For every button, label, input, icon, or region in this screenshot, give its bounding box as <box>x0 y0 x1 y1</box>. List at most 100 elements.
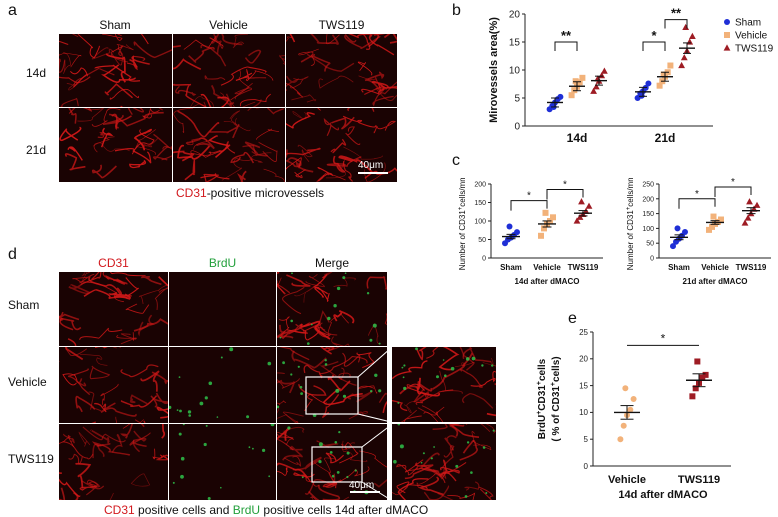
y-axis-title-part: Number of CD31 <box>626 210 635 271</box>
vessel-stroke <box>396 464 419 476</box>
vessel-stroke <box>283 455 302 467</box>
data-point <box>572 78 579 85</box>
vessel-stroke <box>68 108 93 114</box>
brdu-dot <box>172 481 175 484</box>
vessel-stroke <box>59 54 66 73</box>
x-axis-title: 14d after dMACO <box>515 277 580 286</box>
brdu-dot <box>220 486 222 489</box>
panel-a-caption: CD31-positive microvessels <box>176 186 324 200</box>
vessel-stroke <box>129 394 148 405</box>
vessel-stroke <box>462 347 492 363</box>
significance-label: * <box>695 189 699 200</box>
x-category-label: Vehicle <box>608 474 646 486</box>
vessel-stroke <box>282 411 304 423</box>
panel-a-column-tws119: TWS119 <box>318 18 365 32</box>
vessel-stroke <box>75 395 95 413</box>
vessel-stroke <box>368 34 395 56</box>
data-point <box>699 374 706 381</box>
vessel-stroke <box>263 168 285 182</box>
brdu-dot <box>268 475 271 478</box>
vessel-stroke <box>79 327 123 341</box>
vessel-stroke <box>364 71 385 94</box>
brdu-dot <box>180 474 184 479</box>
y-tick-label: 0 <box>514 122 520 133</box>
legend-label: Sham <box>735 18 761 29</box>
vessel-stroke <box>342 160 354 182</box>
vessel-stroke <box>152 133 171 161</box>
vessel-stroke <box>319 360 357 386</box>
caption-d-part4: positive cells 14d after dMACO <box>260 503 429 517</box>
vessel-stroke <box>183 35 217 50</box>
vessel-stroke <box>314 457 337 474</box>
vessel-stroke <box>463 481 480 491</box>
vessel-stroke <box>277 433 294 451</box>
vessel-stroke <box>323 347 335 352</box>
y-tick-label: 5 <box>514 94 520 105</box>
data-point <box>678 61 685 69</box>
vessel-stroke <box>416 347 427 361</box>
scale-bar-a <box>358 172 388 174</box>
data-point <box>741 219 749 226</box>
vessel-stroke <box>367 323 380 345</box>
vessel-stroke <box>421 467 446 484</box>
vessel-stroke <box>356 352 375 369</box>
y-tick-label: 200 <box>642 196 654 203</box>
panel-a-row-21d: 21d <box>26 143 47 157</box>
zoom-connector-tws119-top <box>361 424 392 448</box>
y-axis-title-part: cells) <box>551 356 562 382</box>
y-axis-title-sup: + <box>536 381 543 385</box>
vessel-stroke <box>277 324 294 339</box>
vessel-stroke <box>63 52 71 74</box>
vessel-stroke <box>91 47 115 60</box>
significance-label: ** <box>561 28 572 43</box>
vessel-stroke <box>133 128 152 151</box>
scale-bar-d-label: 40μm <box>349 480 375 491</box>
vessel-stroke <box>286 147 321 157</box>
vessel-stroke <box>277 284 291 294</box>
vessel-stroke <box>110 272 146 277</box>
brdu-dot <box>246 415 250 419</box>
panel-d-row-vehicle: Vehicle <box>8 375 47 389</box>
vessel-stroke <box>78 431 91 447</box>
vessel-stroke <box>338 367 351 381</box>
data-point <box>585 202 593 209</box>
vessel-stroke <box>177 144 211 160</box>
vessel-stroke <box>208 141 236 154</box>
vessel-stroke <box>403 400 421 414</box>
vessel-stroke <box>79 281 124 303</box>
vessel-stroke <box>105 53 127 83</box>
panel-d-column-merge: Merge <box>314 256 349 270</box>
micrograph-d-zoom-vehicle <box>391 346 497 423</box>
panel-b-label: b <box>452 2 461 19</box>
micrograph-d-cd31-tws119 <box>58 423 169 501</box>
vessel-stroke <box>210 84 235 105</box>
caption-d-cd31: CD31 <box>104 503 135 517</box>
data-point <box>667 62 674 69</box>
brdu-dot <box>310 323 313 326</box>
brdu-dot <box>307 342 310 345</box>
legend-label: TWS119 <box>735 44 774 55</box>
brdu-dot <box>370 390 373 393</box>
vessel-stroke <box>298 384 327 396</box>
vessel-stroke <box>59 126 82 142</box>
vessel-stroke <box>418 476 444 496</box>
y-axis-title-sup: + <box>458 206 464 210</box>
vessel-stroke <box>437 492 454 500</box>
brdu-dot <box>346 475 349 479</box>
vessel-stroke <box>161 146 172 161</box>
brdu-dot <box>267 361 272 366</box>
x-category-label: 14d <box>567 131 588 145</box>
brdu-dot <box>331 474 335 478</box>
x-category-label: Vehicle <box>701 263 729 272</box>
data-point <box>571 87 578 94</box>
data-point <box>630 396 637 402</box>
vessel-stroke <box>372 81 397 107</box>
vessel-stroke <box>326 156 362 167</box>
vessel-stroke <box>92 142 130 152</box>
y-tick-label: 200 <box>474 181 486 188</box>
vessel-stroke <box>184 159 196 181</box>
significance-bracket <box>664 19 688 29</box>
vessel-stroke <box>155 454 168 461</box>
vessel-stroke <box>397 478 429 500</box>
